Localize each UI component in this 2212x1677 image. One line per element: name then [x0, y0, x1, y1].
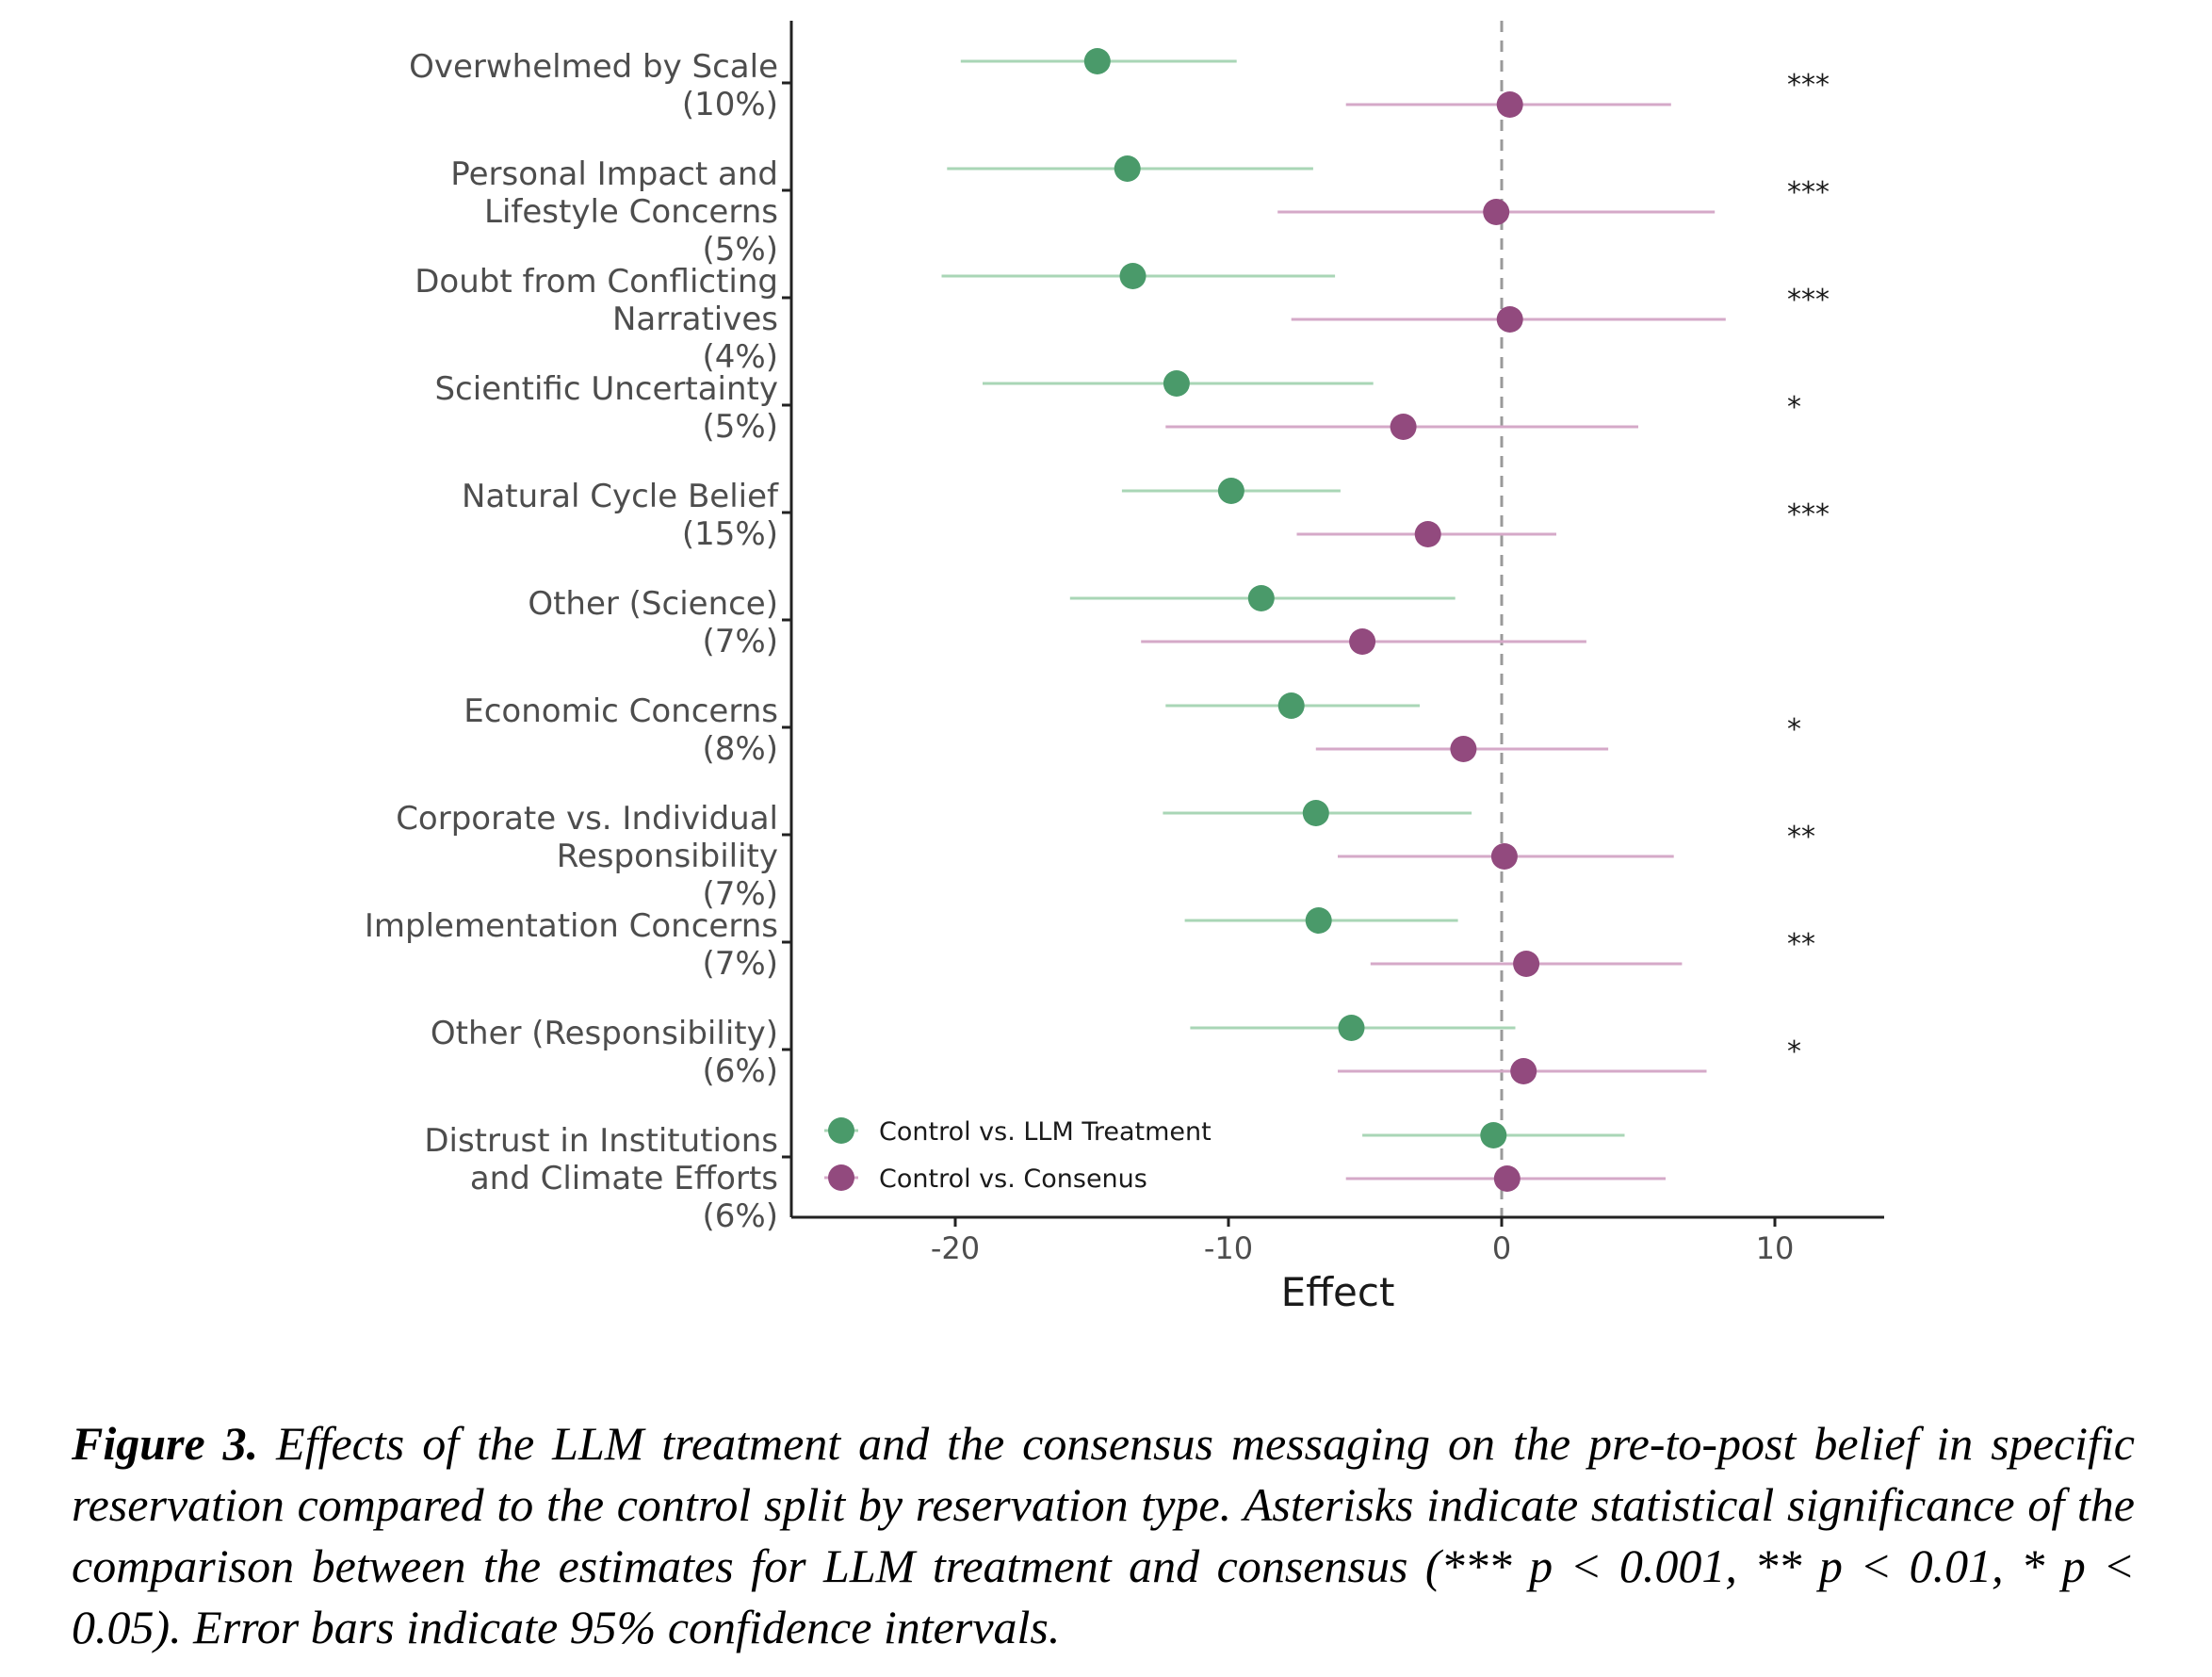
consensus-estimate-point — [1349, 628, 1376, 655]
consensus-estimate-point — [1513, 951, 1540, 977]
category-label: (7%) — [703, 623, 778, 660]
category-label: (15%) — [682, 515, 778, 553]
consensus-estimate-point — [1483, 199, 1510, 225]
significance-marker: ** — [1787, 821, 1815, 854]
significance-marker: *** — [1787, 176, 1830, 209]
consensus-estimate-point — [1390, 414, 1417, 440]
significance-marker: * — [1787, 1035, 1801, 1068]
consensus-estimate-point — [1493, 1165, 1521, 1192]
significance-marker: ** — [1787, 928, 1815, 961]
x-axis-title: Effect — [1281, 1269, 1395, 1315]
category-label: (5%) — [703, 231, 778, 269]
category-label: Implementation Concerns — [365, 907, 778, 945]
category-label: (7%) — [703, 875, 778, 913]
significance-marker: *** — [1787, 284, 1830, 317]
llm-estimate-point — [1277, 692, 1305, 719]
category-label: Other (Science) — [528, 585, 778, 623]
llm-estimate-point — [1480, 1122, 1507, 1148]
legend-consensus-label: Control vs. Consenus — [879, 1164, 1147, 1194]
category-label: (6%) — [703, 1197, 778, 1235]
category-label: (5%) — [703, 408, 778, 446]
significance-marker: * — [1787, 391, 1801, 424]
significance-marker: *** — [1787, 69, 1830, 102]
forest-plot: -20 -10 0 10 Effect Overwhelmed by Scale(10%)… — [365, 21, 1884, 1315]
category-label: Scientific Uncertainty — [434, 370, 778, 408]
category-label: (4%) — [703, 338, 778, 376]
caption-text: Effects of the LLM treatment and the con… — [72, 1417, 2135, 1653]
category-label: (7%) — [703, 945, 778, 983]
x-tick-label: 0 — [1492, 1230, 1511, 1266]
category-label: Economic Concerns — [464, 692, 778, 730]
category-label: and Climate Efforts — [470, 1160, 778, 1197]
llm-estimate-point — [1305, 907, 1332, 934]
legend-llm-label: Control vs. LLM Treatment — [879, 1117, 1212, 1147]
category-label: (8%) — [703, 730, 778, 768]
llm-estimate-point — [1338, 1015, 1365, 1041]
x-tick-label: 10 — [1756, 1230, 1795, 1266]
category-label: Natural Cycle Belief — [462, 478, 779, 515]
category-label: Personal Impact and — [450, 155, 778, 193]
category-label: Narratives — [612, 301, 778, 338]
x-tick-label: -20 — [931, 1230, 980, 1266]
category-label: Corporate vs. Individual — [396, 800, 778, 838]
significance-marker: * — [1787, 713, 1801, 746]
category-label: Doubt from Conflicting — [415, 263, 778, 301]
category-label: Lifestyle Concerns — [484, 193, 778, 231]
llm-estimate-point — [1083, 48, 1111, 74]
category-label: Overwhelmed by Scale — [409, 48, 778, 86]
category-label: Other (Responsibility) — [431, 1015, 778, 1052]
category-label: (6%) — [703, 1052, 778, 1090]
category-label: Distrust in Institutions — [424, 1122, 778, 1160]
legend-consensus-swatch — [828, 1164, 854, 1191]
llm-estimate-point — [1217, 478, 1244, 504]
consensus-estimate-point — [1496, 306, 1523, 333]
consensus-estimate-point — [1496, 91, 1523, 118]
legend-llm-swatch — [828, 1117, 854, 1144]
figure-label: Figure 3. — [72, 1417, 259, 1470]
llm-estimate-point — [1119, 263, 1147, 289]
llm-estimate-point — [1302, 800, 1329, 826]
category-label: (10%) — [682, 86, 778, 123]
consensus-estimate-point — [1414, 521, 1441, 547]
llm-estimate-point — [1247, 585, 1275, 611]
llm-estimate-point — [1163, 370, 1190, 397]
llm-estimate-point — [1114, 155, 1141, 182]
x-tick-label: -10 — [1204, 1230, 1253, 1266]
consensus-estimate-point — [1450, 736, 1477, 762]
significance-marker: *** — [1787, 498, 1830, 531]
consensus-estimate-point — [1510, 1058, 1537, 1084]
consensus-estimate-point — [1490, 843, 1518, 870]
figure-caption: Figure 3. Effects of the LLM treatment a… — [72, 1413, 2135, 1658]
category-label: Responsibility — [557, 838, 778, 875]
figure-container: -20 -10 0 10 Effect Overwhelmed by Scale (10%)… — [365, 21, 1884, 1315]
